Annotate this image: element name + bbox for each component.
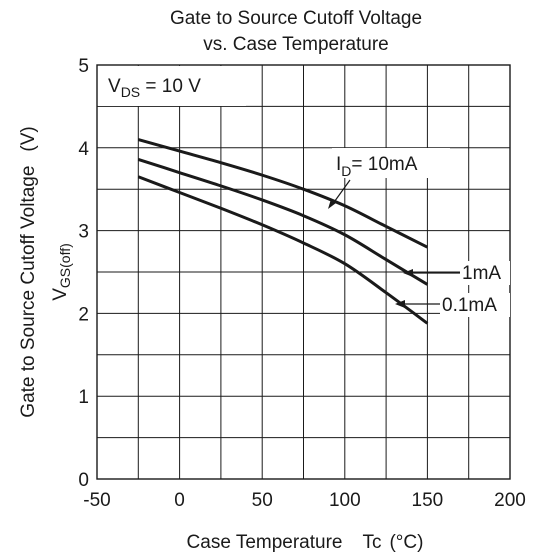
arrowhead-0.1mA bbox=[395, 300, 405, 308]
series-line-1mA bbox=[137, 157, 429, 286]
y-tick-label: 1 bbox=[78, 387, 89, 408]
series-label-1mA: 1mA bbox=[462, 263, 501, 284]
x-tick-label: 150 bbox=[412, 490, 444, 511]
x-tick-labels: -50 0 50 100 150 200 bbox=[83, 490, 526, 511]
x-axis-label: Case Temperature Tc (°C) bbox=[187, 532, 424, 553]
chart-title-line1: Gate to Source Cutoff Voltage bbox=[170, 8, 422, 29]
condition-box bbox=[98, 66, 246, 106]
x-tick-label: -50 bbox=[83, 490, 110, 511]
x-tick-label: 50 bbox=[252, 490, 273, 511]
y-tick-label: 3 bbox=[78, 222, 89, 243]
y-tick-label: 0 bbox=[78, 470, 89, 491]
series-lines bbox=[137, 138, 429, 325]
x-tick-label: 100 bbox=[329, 490, 361, 511]
y-tick-label: 2 bbox=[78, 304, 89, 325]
label-box-0.1mA bbox=[440, 293, 510, 317]
label-box-1mA bbox=[460, 261, 510, 285]
x-tick-label: 0 bbox=[174, 490, 185, 511]
arrowhead-1mA bbox=[403, 269, 413, 277]
arrowhead-10mA bbox=[328, 199, 336, 209]
y-tick-label: 5 bbox=[78, 56, 89, 77]
chart-title-line2: vs. Case Temperature bbox=[203, 34, 389, 55]
y-tick-labels: 0 1 2 3 4 5 bbox=[78, 56, 89, 491]
condition-label: VDS = 10 V bbox=[108, 76, 201, 100]
series-label-10mA: ID= 10mA bbox=[336, 154, 418, 179]
series-line-10mA bbox=[137, 138, 429, 249]
y-axis-label: Gate to Source Cutoff Voltage(V) bbox=[18, 126, 39, 417]
y-tick-label: 4 bbox=[78, 139, 89, 160]
y-axis-symbol: VGS(off) bbox=[50, 243, 73, 301]
pointer-10mA bbox=[331, 179, 351, 206]
series-label-0.1mA: 0.1mA bbox=[442, 295, 497, 316]
x-tick-label: 200 bbox=[494, 490, 526, 511]
series-line-0.1mA bbox=[137, 175, 429, 325]
grid bbox=[97, 65, 510, 479]
id-label-box bbox=[332, 148, 450, 178]
